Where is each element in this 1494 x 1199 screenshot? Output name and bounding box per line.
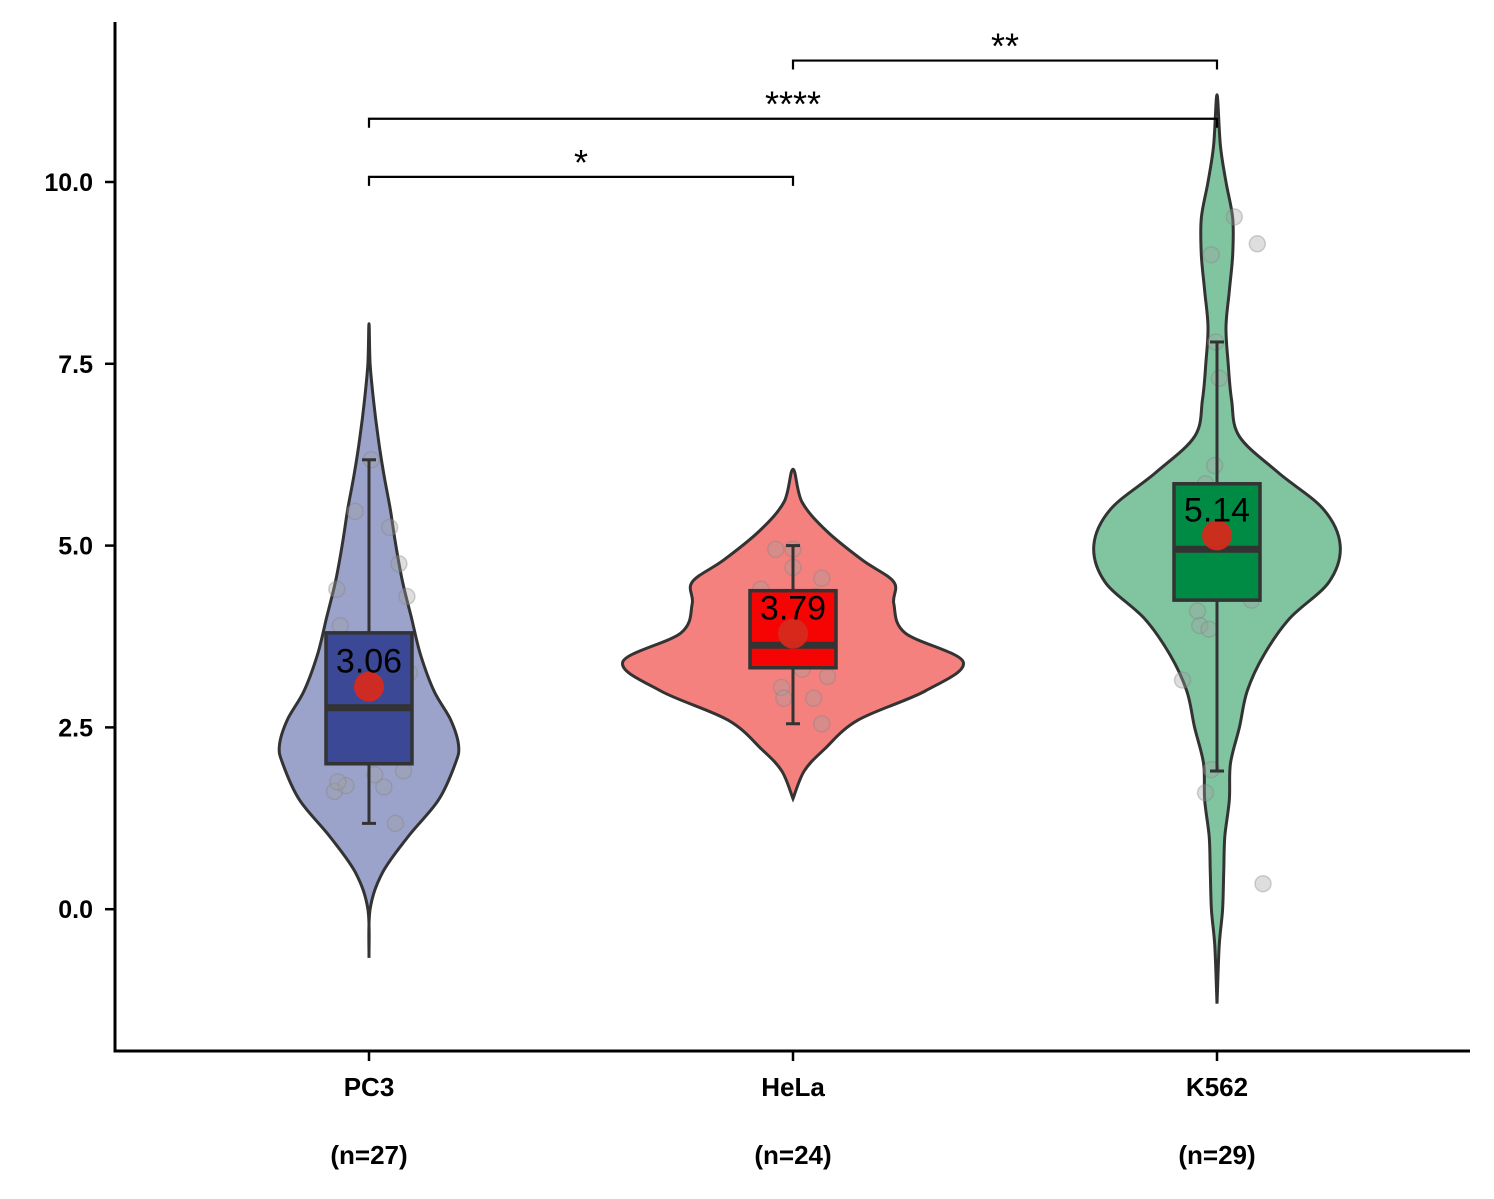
means-layer: 3.06 3.79 5.14 [336, 491, 1250, 702]
mean-label-k562: 5.14 [1184, 491, 1250, 529]
data-point-k562 [1188, 602, 1207, 620]
significance-label: * [574, 142, 588, 183]
data-point-k562 [1254, 874, 1272, 893]
mean-label-hela: 3.79 [760, 590, 826, 628]
y-tick-label: 2.5 [58, 714, 93, 742]
y-tick-label: 10.0 [44, 169, 93, 197]
mean-label-pc3: 3.06 [336, 643, 402, 681]
mean-point-k562 [1202, 520, 1232, 551]
data-point-k562 [1191, 616, 1209, 635]
data-point-k562 [1205, 456, 1224, 475]
n-label-hela: (n=24) [754, 1140, 831, 1170]
data-point-pc3 [398, 587, 416, 606]
data-point-pc3 [337, 776, 355, 795]
data-point-k562 [1202, 245, 1221, 264]
data-point-hela [804, 689, 823, 708]
data-point-pc3 [346, 502, 364, 521]
data-point-pc3 [325, 782, 344, 801]
data-point-hela [767, 540, 785, 558]
data-point-k562 [1196, 784, 1215, 802]
data-point-pc3 [366, 765, 384, 784]
y-tick-label: 7.5 [58, 351, 93, 379]
data-point-hela [775, 689, 793, 708]
significance-bracket [367, 175, 795, 186]
data-point-k562 [1200, 620, 1218, 638]
data-point-pc3 [329, 773, 347, 791]
axes-layer: PC3 (n=27) HeLa (n=24) K562 (n=29) 0.0 2.5 5.0 7.… [44, 22, 1470, 1170]
x-tick-label-k562: K562 [1186, 1072, 1248, 1102]
data-point-pc3 [380, 518, 399, 537]
data-point-hela [772, 678, 791, 697]
significance-label: **** [765, 84, 821, 125]
data-point-pc3 [375, 778, 393, 796]
mean-point-pc3 [354, 671, 384, 702]
significance-bracket [367, 117, 1219, 128]
data-point-hela [813, 715, 831, 733]
n-label-pc3: (n=27) [330, 1140, 407, 1170]
data-point-k562 [1248, 235, 1267, 253]
mean-point-hela [778, 618, 808, 649]
y-tick-label: 5.0 [58, 533, 93, 561]
x-tick-label-pc3: PC3 [344, 1072, 395, 1102]
data-point-hela [818, 667, 837, 686]
data-point-k562 [1210, 369, 1229, 388]
data-point-pc3 [386, 814, 405, 833]
significance-layer: ******* [367, 26, 1219, 186]
y-tick-label: 0.0 [58, 896, 93, 924]
data-point-k562 [1225, 208, 1244, 226]
significance-bracket [791, 59, 1219, 70]
n-label-k562: (n=29) [1178, 1140, 1255, 1170]
boxes-layer [324, 340, 1262, 825]
data-point-hela [813, 569, 831, 588]
data-point-pc3 [328, 580, 346, 598]
x-tick-label-hela: HeLa [761, 1072, 825, 1102]
significance-label: ** [991, 26, 1019, 67]
data-point-k562 [1173, 671, 1192, 689]
data-point-pc3 [390, 555, 408, 573]
